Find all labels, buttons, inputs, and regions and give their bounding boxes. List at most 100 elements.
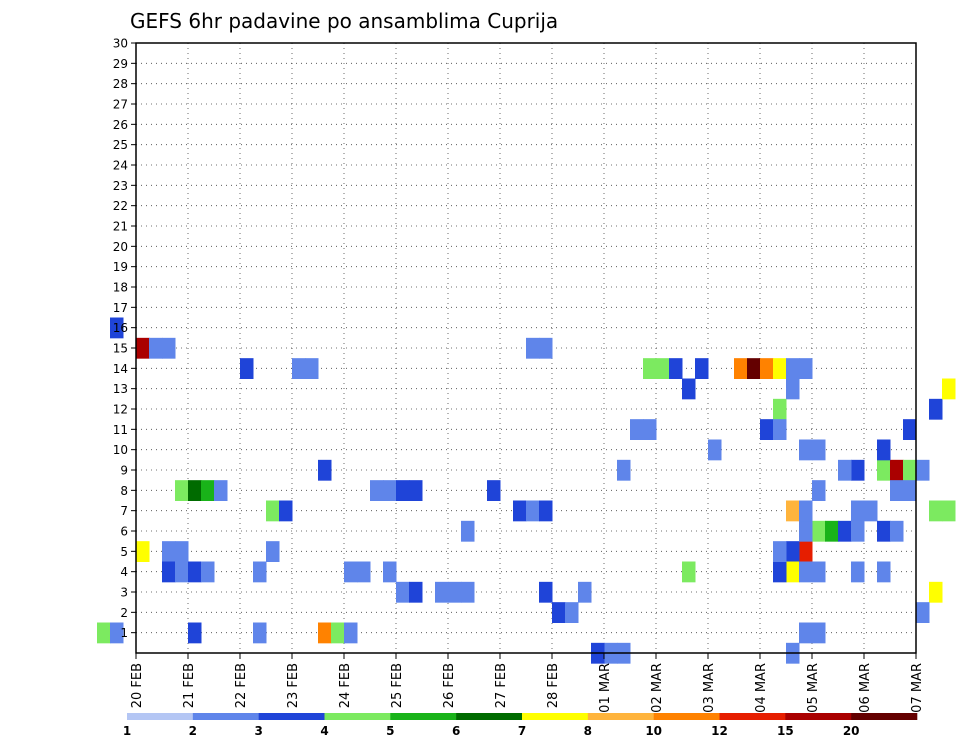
heatmap-cell [786, 561, 800, 583]
heatmap-cell [201, 561, 215, 583]
heatmap-cell [773, 561, 787, 583]
y-tick-label: 4 [120, 565, 128, 579]
heatmap-cell [136, 337, 150, 359]
heatmap-cell [526, 500, 540, 522]
x-tick-label: 21 FEB [182, 663, 197, 708]
heatmap-cell [565, 602, 579, 623]
x-tick-label: 24 FEB [338, 663, 353, 708]
heatmap-cell [877, 520, 891, 542]
y-tick-label: 23 [113, 179, 128, 193]
x-axis: 20 FEB 21 FEB 22 FEB 23 FEB 24 FEB 25 FEB 26 F… [130, 653, 925, 713]
heatmap-cell [877, 561, 891, 583]
legend-label: 7 [518, 724, 526, 738]
heatmap-cell [643, 358, 657, 379]
heatmap-cell [812, 561, 826, 583]
heatmap-cell [734, 358, 748, 379]
legend-swatch [258, 713, 325, 720]
heatmap-cell [669, 358, 683, 379]
heatmap-cell [786, 541, 800, 562]
y-axis: 1234567891011121314151617181920212223242… [113, 37, 136, 640]
heatmap-cell [461, 520, 475, 542]
heatmap-cell [942, 378, 956, 400]
y-tick-label: 26 [113, 118, 128, 132]
legend-label: 4 [320, 724, 328, 738]
legend-label: 10 [645, 724, 662, 738]
heatmap-cell [864, 500, 878, 522]
legend-label: 2 [189, 724, 197, 738]
heatmap-cell [539, 581, 553, 603]
legend-label: 12 [711, 724, 728, 738]
heatmap-cell [942, 500, 956, 522]
heatmap-cell [253, 561, 267, 583]
heatmap-cell [877, 459, 891, 481]
heatmap-cell [240, 358, 254, 379]
heatmap-cell [435, 581, 449, 603]
heatmap-cell [825, 520, 839, 542]
legend-swatch [324, 713, 391, 720]
heatmap-cell [188, 622, 202, 644]
heatmap-cell [812, 622, 826, 644]
heatmap-cell [175, 480, 189, 501]
heatmap-cell [773, 358, 787, 379]
y-tick-label: 2 [120, 606, 128, 620]
heatmap-cell [136, 541, 150, 562]
heatmap-cell [929, 398, 943, 420]
heatmap-cell [344, 561, 358, 583]
heatmap-cell [773, 541, 787, 562]
legend-swatch [719, 713, 786, 720]
heatmap-cell [877, 439, 891, 461]
heatmap-cell [630, 419, 644, 440]
y-tick-label: 11 [113, 423, 128, 437]
x-tick-label: 02 MAR [650, 663, 665, 713]
legend-swatch [653, 713, 720, 720]
heatmap-cell [890, 480, 904, 501]
heatmap-cell [552, 602, 566, 623]
heatmap-cell [487, 480, 501, 501]
heatmap-cell [851, 520, 865, 542]
x-tick-label: 22 FEB [234, 663, 249, 708]
heatmap-cell [903, 459, 917, 481]
heatmap-cell [383, 480, 397, 501]
heatmap-cell [799, 439, 813, 461]
x-tick-label: 20 FEB [130, 663, 145, 708]
heatmap-cell [903, 480, 917, 501]
heatmap-cell [409, 581, 423, 603]
heatmap-cell [851, 459, 865, 481]
heatmap-cell [396, 581, 410, 603]
heatmap-cell [539, 337, 553, 359]
y-tick-label: 24 [113, 159, 128, 173]
y-tick-label: 12 [113, 403, 128, 417]
heatmap-cell [318, 459, 332, 481]
heatmap-cell [682, 561, 696, 583]
heatmap-cell [539, 500, 553, 522]
heatmap-cell [461, 581, 475, 603]
heatmap-cell [175, 561, 189, 583]
heatmap-cell [760, 358, 774, 379]
legend-label: 5 [386, 724, 394, 738]
heatmap-cell [526, 337, 540, 359]
heatmap-cell [656, 358, 670, 379]
heatmap-cell [292, 358, 306, 379]
y-tick-label: 6 [120, 525, 128, 539]
legend-swatch [192, 713, 259, 720]
y-tick-label: 13 [113, 382, 128, 396]
heatmap-cell [890, 520, 904, 542]
heatmap-cell [331, 622, 345, 644]
heatmap-cell [799, 541, 813, 562]
heatmap-cell [448, 581, 462, 603]
heatmap-cell [370, 480, 384, 501]
color-legend: 1 2 3 4 5 6 7 8 10 12 15 20 [123, 713, 918, 738]
y-tick-label: 3 [120, 586, 128, 600]
heatmap-cell [786, 378, 800, 400]
legend-label: 6 [452, 724, 460, 738]
heatmap-cell [929, 500, 943, 522]
heatmap-cell [890, 459, 904, 481]
heatmap-cell [396, 480, 410, 501]
heatmap-cell [799, 358, 813, 379]
heatmap-cell [344, 622, 358, 644]
heatmap-cell [266, 500, 280, 522]
legend-label: 8 [584, 724, 592, 738]
y-tick-label: 28 [113, 77, 128, 91]
heatmap-cell [851, 561, 865, 583]
